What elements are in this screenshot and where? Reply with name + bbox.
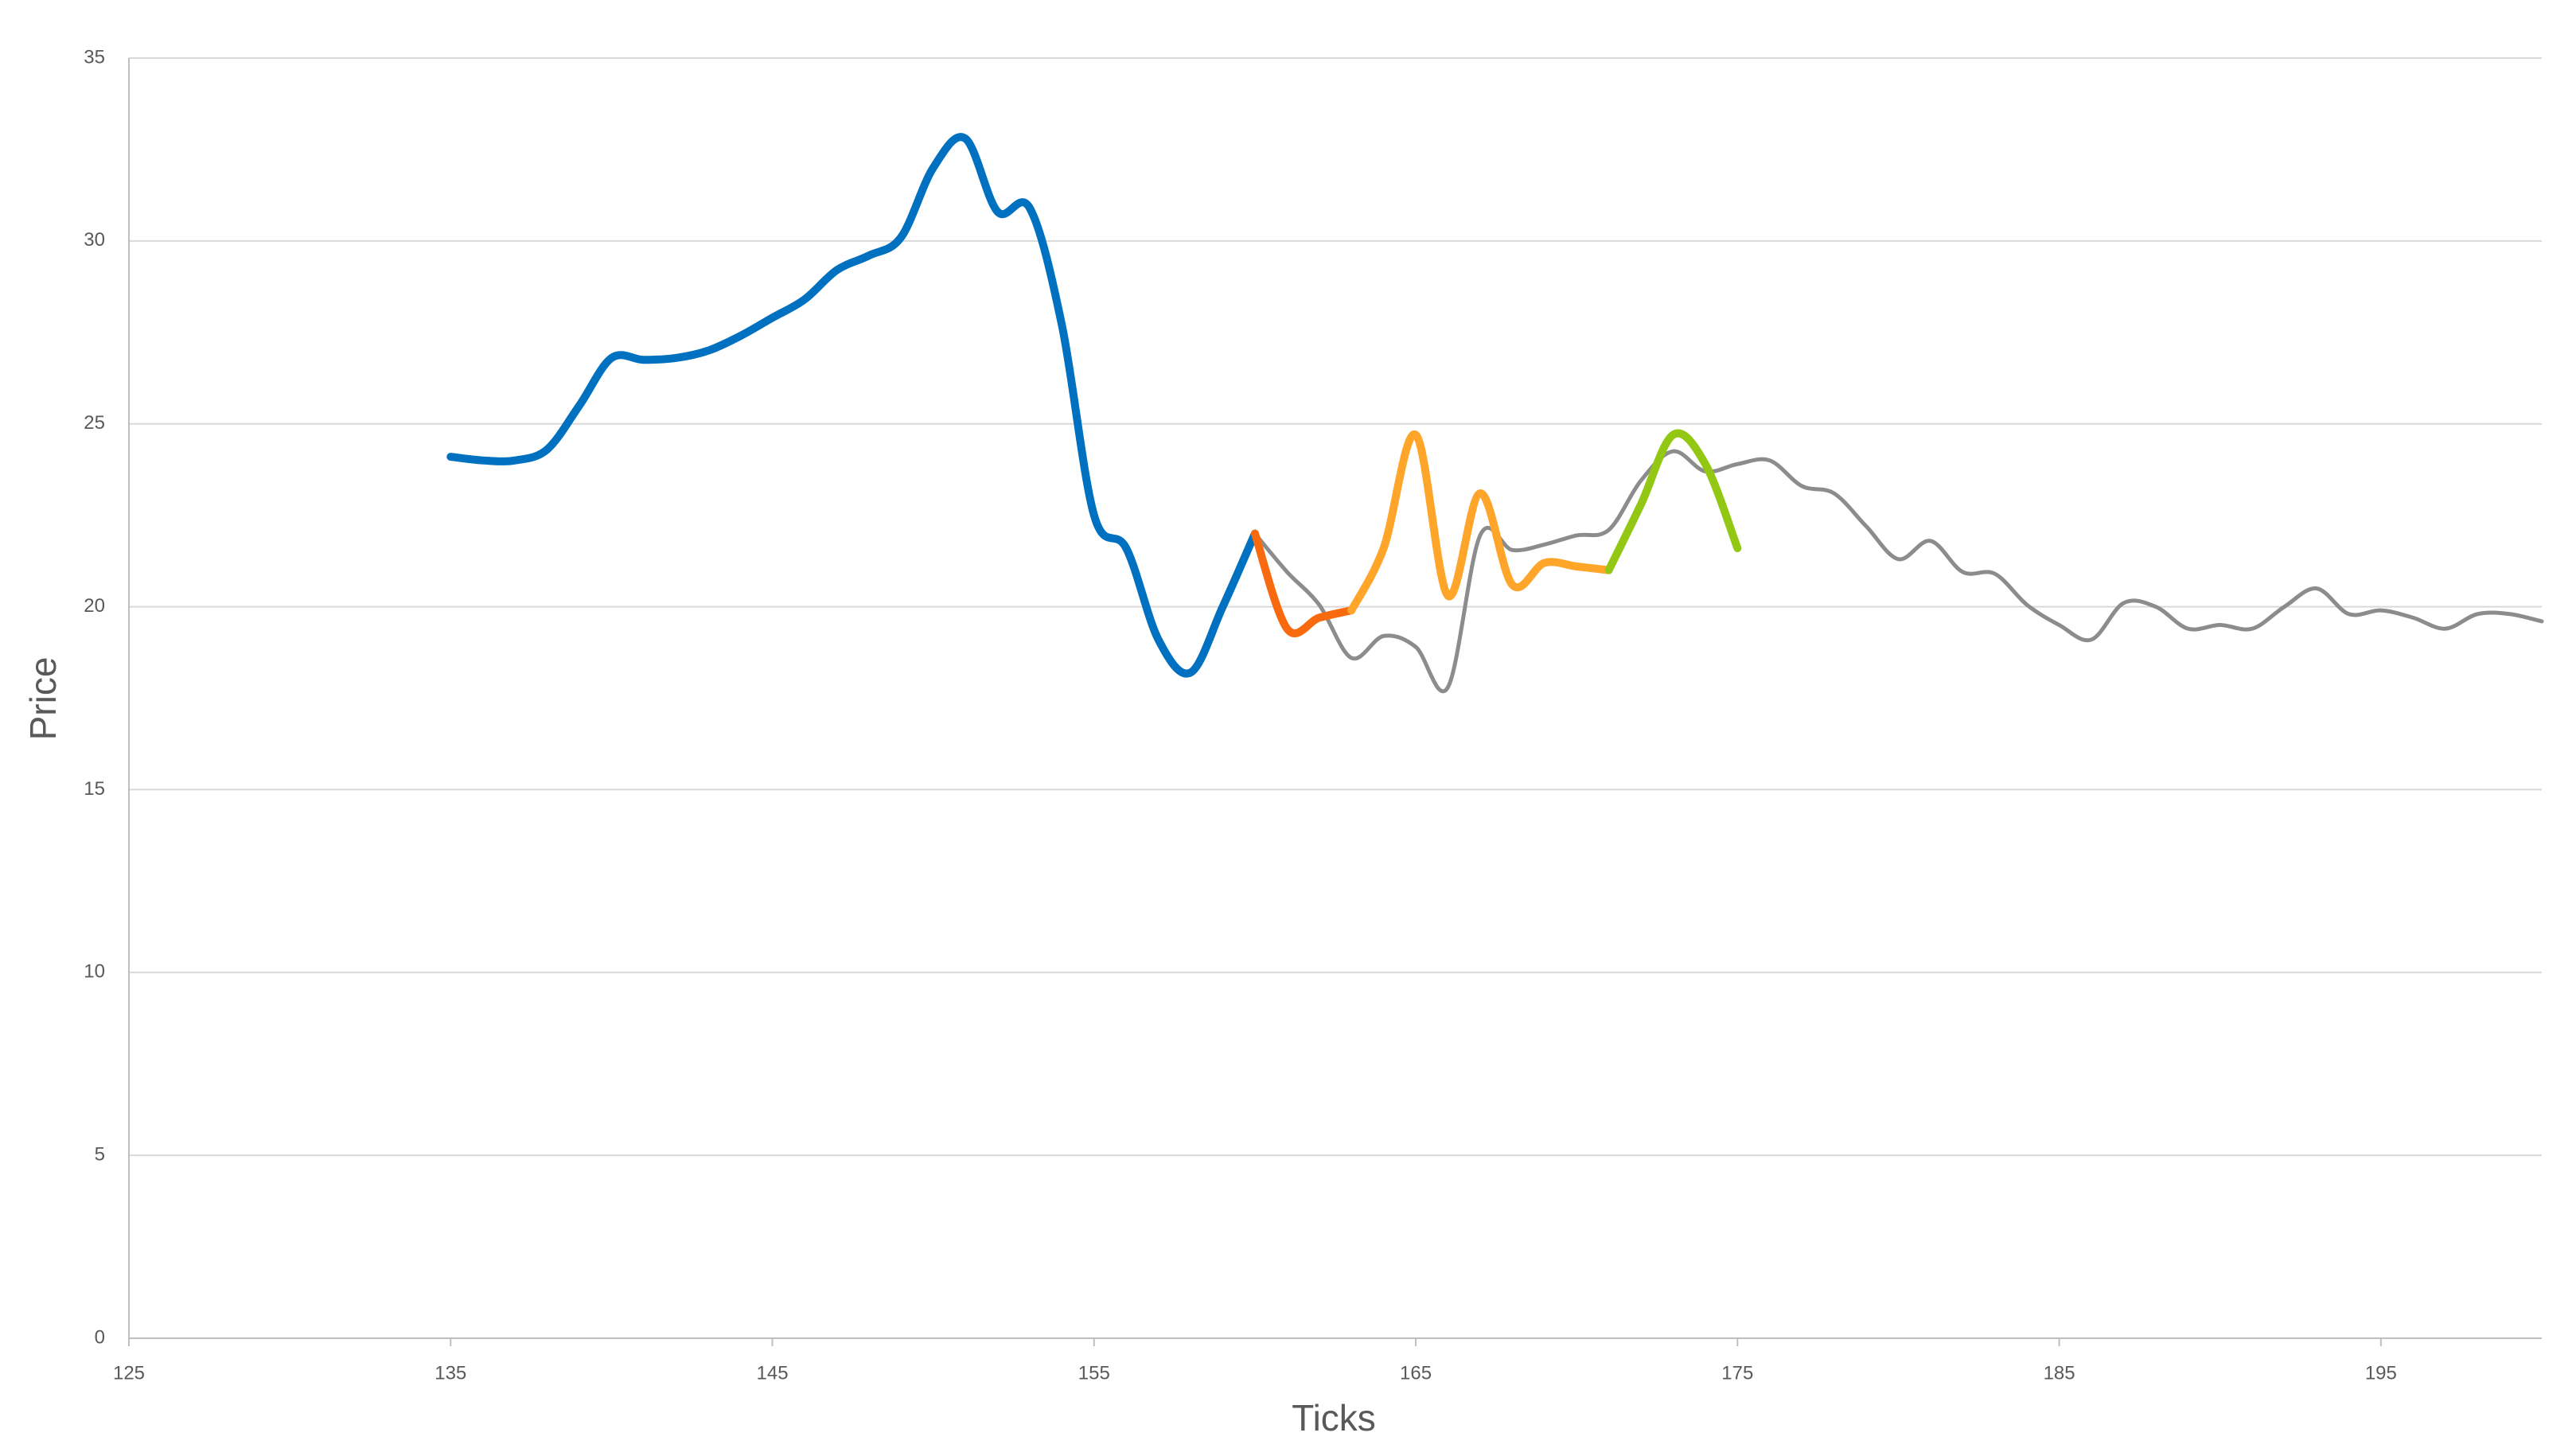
- x-tick-label: 175: [1721, 1362, 1753, 1384]
- x-tick-label: 155: [1078, 1362, 1110, 1384]
- x-tick-label: 185: [2044, 1362, 2075, 1384]
- x-tick-label: 165: [1400, 1362, 1432, 1384]
- y-tick-label: 20: [84, 595, 105, 617]
- line-series: [1347, 430, 1613, 615]
- y-tick-label: 10: [84, 961, 105, 983]
- line-series: [446, 133, 1259, 678]
- x-axis-title: Ticks: [1292, 1397, 1376, 1438]
- x-tick-label: 135: [435, 1362, 466, 1384]
- y-tick-label: 5: [95, 1143, 105, 1165]
- line-series: [1250, 529, 1356, 637]
- x-tick-label: 125: [113, 1362, 145, 1384]
- x-tick-label: 195: [2365, 1362, 2397, 1384]
- y-tick-label: 0: [95, 1326, 105, 1348]
- y-axis-title: Price: [22, 657, 64, 741]
- line-series: [1253, 449, 2544, 694]
- y-tick-label: 35: [84, 46, 105, 68]
- x-tick-label: 145: [757, 1362, 789, 1384]
- line-series: [1604, 429, 1742, 574]
- y-tick-label: 25: [84, 412, 105, 434]
- y-tick-label: 30: [84, 229, 105, 251]
- y-tick-label: 15: [84, 778, 105, 800]
